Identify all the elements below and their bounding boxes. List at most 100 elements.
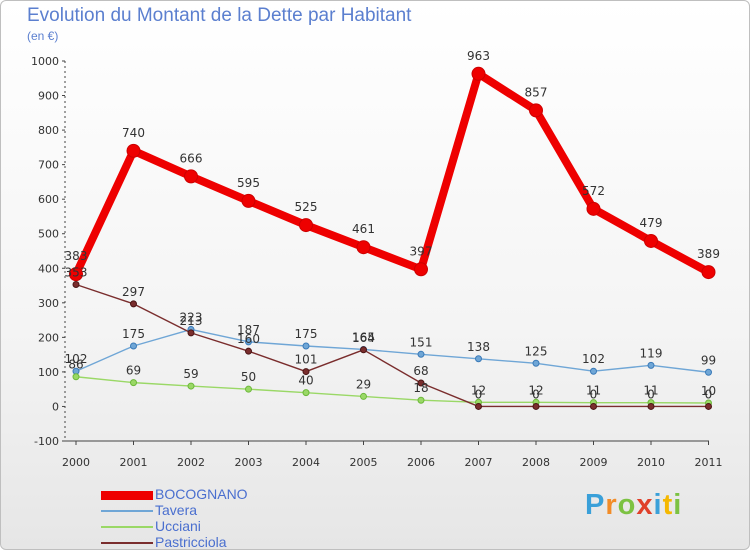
series-points [69,66,716,410]
legend-swatch [101,490,153,500]
y-tick-label: 100 [38,366,59,379]
data-label-pastricciola: 213 [180,314,203,328]
y-tick-label: 0 [52,400,59,413]
data-label-tavera: 187 [237,323,260,337]
data-label-tavera: 138 [467,340,490,354]
data-label-pastricciola: 160 [237,332,260,346]
logo-letter: P [585,489,606,521]
data-point-bocognano [126,143,141,158]
data-point-tavera [302,342,310,350]
data-point-bocognano [414,262,428,277]
series-lines [72,69,713,408]
x-tick-label: 2003 [235,456,263,469]
data-label-tavera: 99 [701,353,716,367]
data-label-bocognano: 572 [582,184,605,198]
data-label-ucciani: 86 [68,358,83,372]
x-tick-label: 2010 [637,456,665,469]
series-line-tavera [75,328,710,373]
data-label-pastricciola: 68 [413,364,428,378]
data-label-ucciani: 40 [298,374,313,388]
series-line-ucciani [75,376,710,404]
data-label-bocognano: 383 [65,249,88,263]
data-point-pastricciola [72,281,80,289]
legend-swatch [101,510,153,512]
data-point-tavera [590,367,597,375]
y-tick-label: 800 [38,124,59,137]
data-label-tavera: 102 [65,352,88,366]
x-tick-label: 2000 [62,456,90,469]
data-point-pastricciola [590,402,597,410]
logo-letter: r [605,489,618,521]
data-point-bocognano [471,66,486,81]
y-tick-label: 700 [38,159,59,172]
series-labels: 3837406665955254613979638575724793891021… [65,49,720,402]
data-point-pastricciola [245,347,252,355]
x-tick-label: 2001 [120,456,148,469]
data-label-bocognano: 461 [352,222,375,236]
chart-axes: -100010020030040050060070080090010002000… [31,55,723,469]
y-tick-label: 500 [38,228,59,241]
data-label-bocognano: 525 [295,200,318,214]
data-label-bocognano: 963 [467,49,490,63]
y-tick-label: 400 [38,262,59,275]
data-point-bocognano [241,193,256,208]
data-point-ucciani [302,389,310,397]
data-point-pastricciola [130,300,137,308]
data-label-tavera: 151 [410,335,433,349]
logo-letter: i [653,489,663,521]
data-point-bocognano [299,218,313,233]
x-tick-label: 2004 [292,456,320,469]
data-label-pastricciola: 0 [475,387,483,401]
data-label-bocognano: 666 [180,151,203,165]
legend-label: Tavera [155,502,198,518]
data-label-pastricciola: 101 [295,353,318,367]
legend-label: Pastricciola [155,534,227,550]
y-tick-label: 1000 [31,55,59,68]
data-point-ucciani [187,382,195,390]
data-point-ucciani [72,373,80,381]
data-label-bocognano: 397 [410,244,433,258]
series-line-pastricciola [75,283,710,408]
data-label-bocognano: 857 [525,85,548,99]
data-label-ucciani: 29 [356,377,371,391]
data-point-ucciani [130,379,137,387]
data-point-tavera [417,350,425,358]
data-point-bocognano [529,103,543,118]
data-point-bocognano [184,169,198,184]
logo-letter: i [673,489,683,521]
data-point-ucciani [245,385,252,393]
data-label-ucciani: 69 [126,364,141,378]
data-label-tavera: 175 [295,327,318,341]
data-label-tavera: 102 [582,352,605,366]
data-label-ucciani: 12 [471,383,486,397]
y-tick-label: 200 [38,331,59,344]
data-point-tavera [532,359,540,367]
data-label-ucciani: 59 [183,367,198,381]
x-tick-label: 2002 [177,456,205,469]
data-label-tavera: 119 [640,346,663,360]
x-tick-label: 2009 [580,456,608,469]
logo-letter: x [636,489,654,521]
data-point-bocognano [701,265,716,280]
data-point-bocognano [356,240,371,255]
logo-letter: o [617,489,637,521]
data-label-pastricciola: 297 [122,285,145,299]
data-label-pastricciola: 0 [647,387,655,401]
data-point-pastricciola [302,368,310,376]
x-tick-label: 2006 [407,456,435,469]
series-line-bocognano [72,69,713,279]
data-point-pastricciola [187,329,195,337]
data-label-ucciani: 11 [586,384,601,398]
x-tick-label: 2011 [695,456,723,469]
data-point-pastricciola [360,346,367,354]
data-label-bocognano: 479 [640,216,663,230]
data-label-bocognano: 595 [237,176,260,190]
y-tick-label: 900 [38,90,59,103]
data-label-ucciani: 12 [528,383,543,397]
y-tick-label: -100 [34,435,59,448]
data-label-pastricciola: 0 [705,387,713,401]
data-label-bocognano: 740 [122,126,145,140]
data-point-ucciani [417,396,425,404]
